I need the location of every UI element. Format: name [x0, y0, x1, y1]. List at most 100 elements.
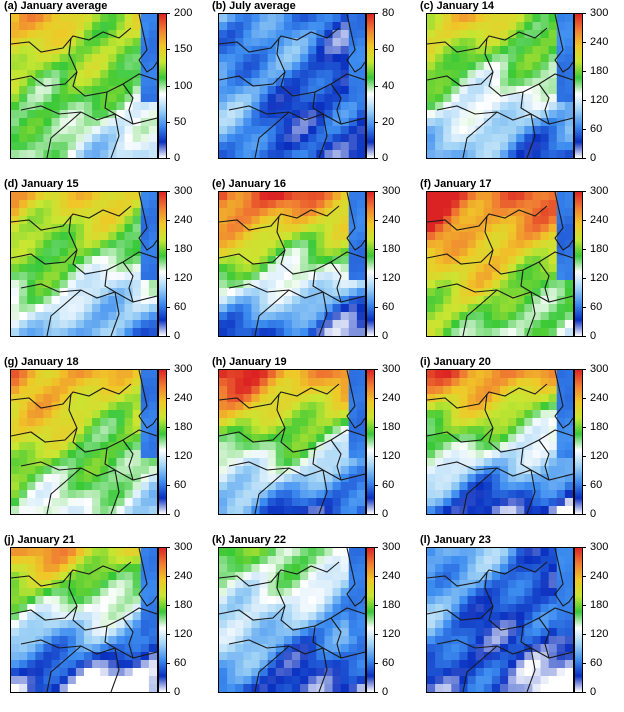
heatmap-cell	[532, 458, 542, 467]
heatmap-cell	[116, 22, 126, 31]
heatmap-cell	[100, 248, 109, 257]
heatmap-cell	[243, 62, 253, 71]
heatmap-cell	[84, 548, 93, 557]
heatmap-cell	[316, 434, 326, 443]
heatmap-cell	[348, 142, 358, 151]
heatmap-cell	[340, 474, 350, 483]
heatmap-cell	[59, 102, 69, 111]
heatmap-cell	[100, 612, 109, 621]
heatmap-cell	[356, 636, 365, 645]
heatmap-cell	[556, 668, 566, 677]
heatmap-cell	[51, 240, 61, 249]
heatmap-cell	[259, 676, 269, 685]
heatmap-cell	[308, 134, 317, 143]
heatmap-cell	[516, 38, 525, 47]
heatmap-cell	[75, 264, 85, 273]
heatmap-cell	[11, 434, 20, 443]
heatmap-cell	[43, 628, 53, 637]
heatmap-cell	[243, 378, 253, 387]
heatmap-cell	[564, 418, 573, 427]
heatmap-cell	[59, 280, 69, 289]
heatmap-cell	[108, 410, 118, 419]
heatmap-cell	[132, 604, 142, 613]
heatmap-cell	[340, 110, 350, 119]
heatmap-cell	[75, 668, 85, 677]
heatmap-cell	[516, 474, 525, 483]
heatmap-cell	[475, 54, 485, 63]
heatmap-cell	[356, 102, 365, 111]
heatmap-cell	[259, 564, 269, 573]
heatmap-cell	[427, 426, 436, 435]
heatmap-cell	[67, 200, 77, 209]
heatmap-cell	[500, 676, 509, 685]
heatmap-cell	[500, 474, 509, 483]
heatmap-cell	[500, 620, 509, 629]
heatmap-cell	[219, 482, 228, 491]
heatmap-cell	[227, 296, 236, 305]
heatmap-cell	[483, 304, 493, 313]
heatmap-cell	[332, 676, 342, 685]
heatmap-cell	[451, 378, 461, 387]
heatmap-cell	[524, 46, 534, 55]
heatmap-cell	[275, 46, 285, 55]
heatmap-cell	[35, 410, 45, 419]
heatmap-cell	[283, 232, 293, 241]
heatmap-cell	[292, 474, 301, 483]
heatmap-cell	[19, 232, 28, 241]
heatmap-cell	[467, 378, 477, 387]
heatmap-cell	[300, 628, 309, 637]
heatmap-cell	[292, 588, 301, 597]
heatmap-cell	[27, 620, 36, 629]
heatmap-cell	[516, 232, 525, 241]
heatmap-cell	[516, 320, 525, 329]
heatmap-cell	[108, 232, 118, 241]
heatmap-cell	[124, 458, 134, 467]
heatmap-cell	[427, 588, 436, 597]
heatmap-cell	[348, 126, 358, 135]
heatmap-cell	[348, 652, 358, 661]
colorbar-tick	[374, 369, 378, 370]
heatmap-cell	[35, 620, 45, 629]
heatmap-cell	[148, 676, 157, 685]
heatmap-cell	[435, 200, 444, 209]
heatmap-cell	[524, 660, 534, 669]
heatmap-cell	[59, 418, 69, 427]
heatmap-cell	[540, 94, 550, 103]
heatmap-cell	[108, 548, 118, 557]
heatmap-cell	[243, 676, 253, 685]
heatmap-cell	[59, 240, 69, 249]
heatmap-cell	[227, 612, 236, 621]
heatmap-cell	[300, 636, 309, 645]
heatmap-cell	[43, 434, 53, 443]
heatmap-cell	[300, 652, 309, 661]
heatmap-cell	[235, 328, 244, 336]
colorbar-tick-label: 200	[174, 7, 193, 19]
heatmap-cell	[491, 636, 501, 645]
heatmap-cell	[235, 30, 244, 39]
heatmap-cell	[443, 312, 452, 321]
heatmap-cell	[556, 46, 566, 55]
heatmap-cell	[300, 110, 309, 119]
heatmap-cell	[140, 612, 150, 621]
province-border	[538, 617, 550, 659]
heatmap-cell	[292, 636, 301, 645]
heatmap-cell	[259, 142, 269, 151]
heatmap-cell	[251, 612, 261, 621]
heatmap-cell	[324, 296, 334, 305]
heatmap-cell	[427, 126, 436, 135]
heatmap-cell	[267, 38, 277, 47]
heatmap-cell	[564, 676, 573, 685]
heatmap-cell	[51, 142, 61, 151]
heatmap-cell	[59, 264, 69, 273]
heatmap-cell	[84, 620, 93, 629]
heatmap-cell	[227, 450, 236, 459]
heatmap-cell	[235, 580, 244, 589]
heatmap-cell	[564, 564, 573, 573]
heatmap-cell	[243, 312, 253, 321]
colorbar-tick	[166, 85, 170, 87]
province-border	[20, 283, 157, 303]
heatmap-cell	[100, 418, 109, 427]
heatmap-cell	[75, 200, 85, 209]
heatmap-cell	[100, 402, 109, 411]
heatmap-cell	[84, 14, 93, 23]
